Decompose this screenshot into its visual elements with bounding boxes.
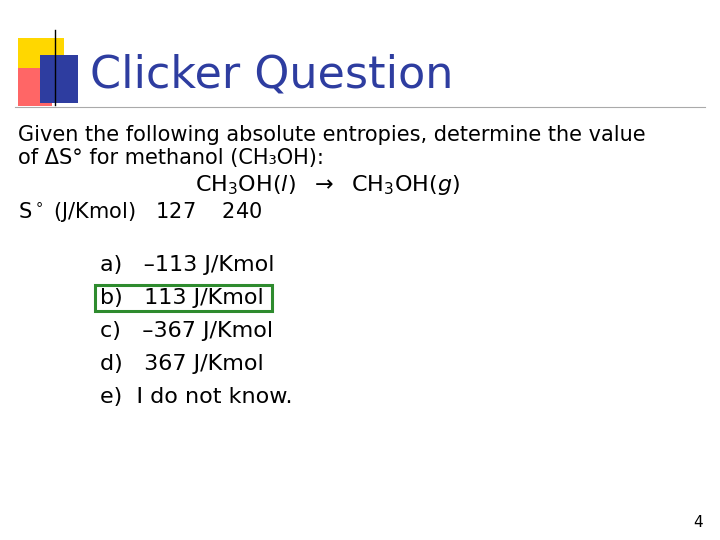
Text: CH$_3$OH($\mathit{l}$)  $\rightarrow$  CH$_3$OH($\mathit{g}$): CH$_3$OH($\mathit{l}$) $\rightarrow$ CH$… [195,173,460,197]
Bar [18,38,64,82]
Text: b)   113 J/Kmol: b) 113 J/Kmol [100,288,264,308]
Text: of ΔS° for methanol (CH₃OH):: of ΔS° for methanol (CH₃OH): [18,148,324,168]
Bar [18,68,52,106]
Bar [40,55,78,103]
Text: S$^\circ$ (J/Kmol)   127    240: S$^\circ$ (J/Kmol) 127 240 [18,200,262,224]
Text: Clicker Question: Clicker Question [90,53,454,97]
Text: 4: 4 [693,515,703,530]
Text: d)   367 J/Kmol: d) 367 J/Kmol [100,354,264,374]
Text: Given the following absolute entropies, determine the value: Given the following absolute entropies, … [18,125,646,145]
Text: a)   –113 J/Kmol: a) –113 J/Kmol [100,255,274,275]
Text: e)  I do not know.: e) I do not know. [100,387,292,407]
Text: c)   –367 J/Kmol: c) –367 J/Kmol [100,321,273,341]
